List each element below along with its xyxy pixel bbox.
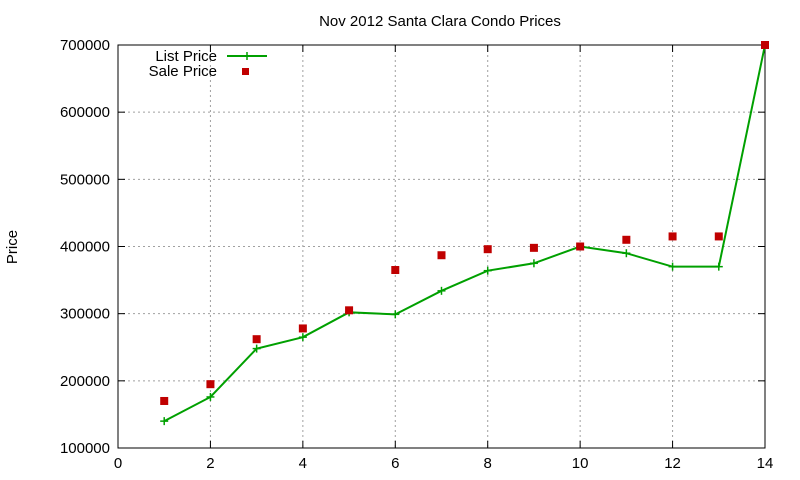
list-price-point: [529, 259, 538, 268]
y-tick-label: 100000: [60, 440, 110, 457]
list-price-point: [668, 262, 677, 271]
list-price-point: [622, 249, 631, 258]
x-tick-label: 6: [391, 455, 399, 472]
y-tick-label: 600000: [60, 104, 110, 121]
y-ticks: 100000 200000 300000 400000 500000 600000 7000…: [60, 37, 765, 457]
list-price-point: [437, 286, 446, 295]
x-tick-label: 2: [206, 455, 214, 472]
list-price-point: [252, 344, 261, 353]
list-price-point: [714, 262, 723, 271]
x-tick-label: 8: [484, 455, 492, 472]
sale-price-point: [714, 232, 723, 241]
sale-price-point: [160, 396, 169, 405]
list-price-point: [298, 333, 307, 342]
sale-price-point: [483, 245, 492, 254]
list-price-point: [483, 266, 492, 275]
legend: List Price Sale Price: [149, 48, 267, 80]
list-price-point: [160, 417, 169, 426]
x-tick-label: 12: [664, 455, 681, 472]
sale-price-point: [252, 335, 261, 344]
sale-price-point: [529, 243, 538, 252]
sale-price-point: [622, 235, 631, 244]
list-price-point: [206, 392, 215, 401]
sale-price-point: [206, 380, 215, 389]
x-tick-label: 10: [572, 455, 589, 472]
y-tick-label: 400000: [60, 239, 110, 256]
sale-price-point: [298, 324, 307, 333]
sale-price-point: [345, 306, 354, 315]
x-tick-label: 0: [114, 455, 122, 472]
y-axis-label: Price: [4, 230, 21, 264]
y-tick-label: 200000: [60, 373, 110, 390]
sale-price-series: [160, 41, 769, 405]
legend-marker-sale-price: [242, 68, 249, 75]
legend-marker-list-price: [243, 52, 251, 60]
y-tick-label: 500000: [60, 171, 110, 188]
list-price-series: [160, 41, 769, 426]
x-tick-label: 4: [299, 455, 307, 472]
y-tick-label: 700000: [60, 37, 110, 54]
grid: [118, 45, 765, 448]
list-price-point: [391, 310, 400, 319]
x-ticks: 0 2 4 6 8 10 12 14: [114, 45, 774, 472]
sale-price-point: [391, 266, 400, 275]
list-price-line: [163, 44, 766, 423]
sale-price-point: [437, 251, 446, 260]
plot-border: [117, 44, 766, 449]
y-tick-label: 300000: [60, 306, 110, 323]
sale-price-point: [668, 232, 677, 241]
x-tick-label: 14: [757, 455, 774, 472]
sale-price-point: [761, 41, 769, 49]
legend-label-list-price: List Price: [155, 48, 217, 65]
sale-price-point: [576, 242, 585, 251]
chart-title: Nov 2012 Santa Clara Condo Prices: [319, 13, 561, 30]
legend-label-sale-price: Sale Price: [149, 63, 217, 80]
